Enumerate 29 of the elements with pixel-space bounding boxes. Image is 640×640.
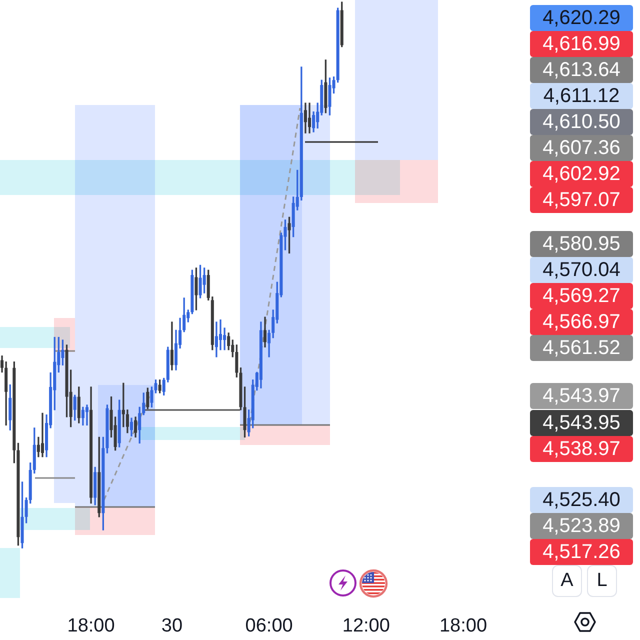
text: 4,613.64: [530, 57, 633, 83]
x-tick-label: 12:00: [342, 616, 390, 637]
text: 4,611.12: [530, 83, 633, 109]
text: 4,523.89: [530, 513, 633, 539]
candlestick: [223, 328, 226, 350]
text: 4,570.04: [530, 257, 633, 283]
text: 4,538.97: [530, 436, 633, 462]
candlestick: [85, 404, 88, 426]
text: 4,620.29: [530, 5, 633, 31]
text: 4,610.50: [530, 109, 633, 135]
text: 4,580.95: [530, 231, 633, 257]
text: 4,543.97: [530, 383, 633, 409]
x-tick-label: 18:00: [439, 616, 488, 637]
text: L: [587, 565, 617, 597]
x-tick-label: 06:00: [245, 616, 293, 637]
text: 4,525.40: [530, 487, 633, 513]
text: 4,543.95: [530, 410, 633, 436]
x-tick-label: 18:00: [67, 616, 115, 637]
text: 4,517.26: [530, 539, 633, 565]
text: 4,566.97: [530, 309, 633, 335]
text: 4,607.36: [530, 135, 633, 161]
x-tick-label: 30: [161, 616, 183, 637]
text: A: [552, 565, 582, 597]
text: 4,602.92: [530, 161, 633, 187]
text: 4,561.52: [530, 335, 633, 361]
candlestick: [40, 412, 44, 458]
text: 4,569.27: [530, 283, 633, 309]
text: 4,597.07: [530, 187, 633, 213]
text: 4,616.99: [530, 31, 633, 57]
